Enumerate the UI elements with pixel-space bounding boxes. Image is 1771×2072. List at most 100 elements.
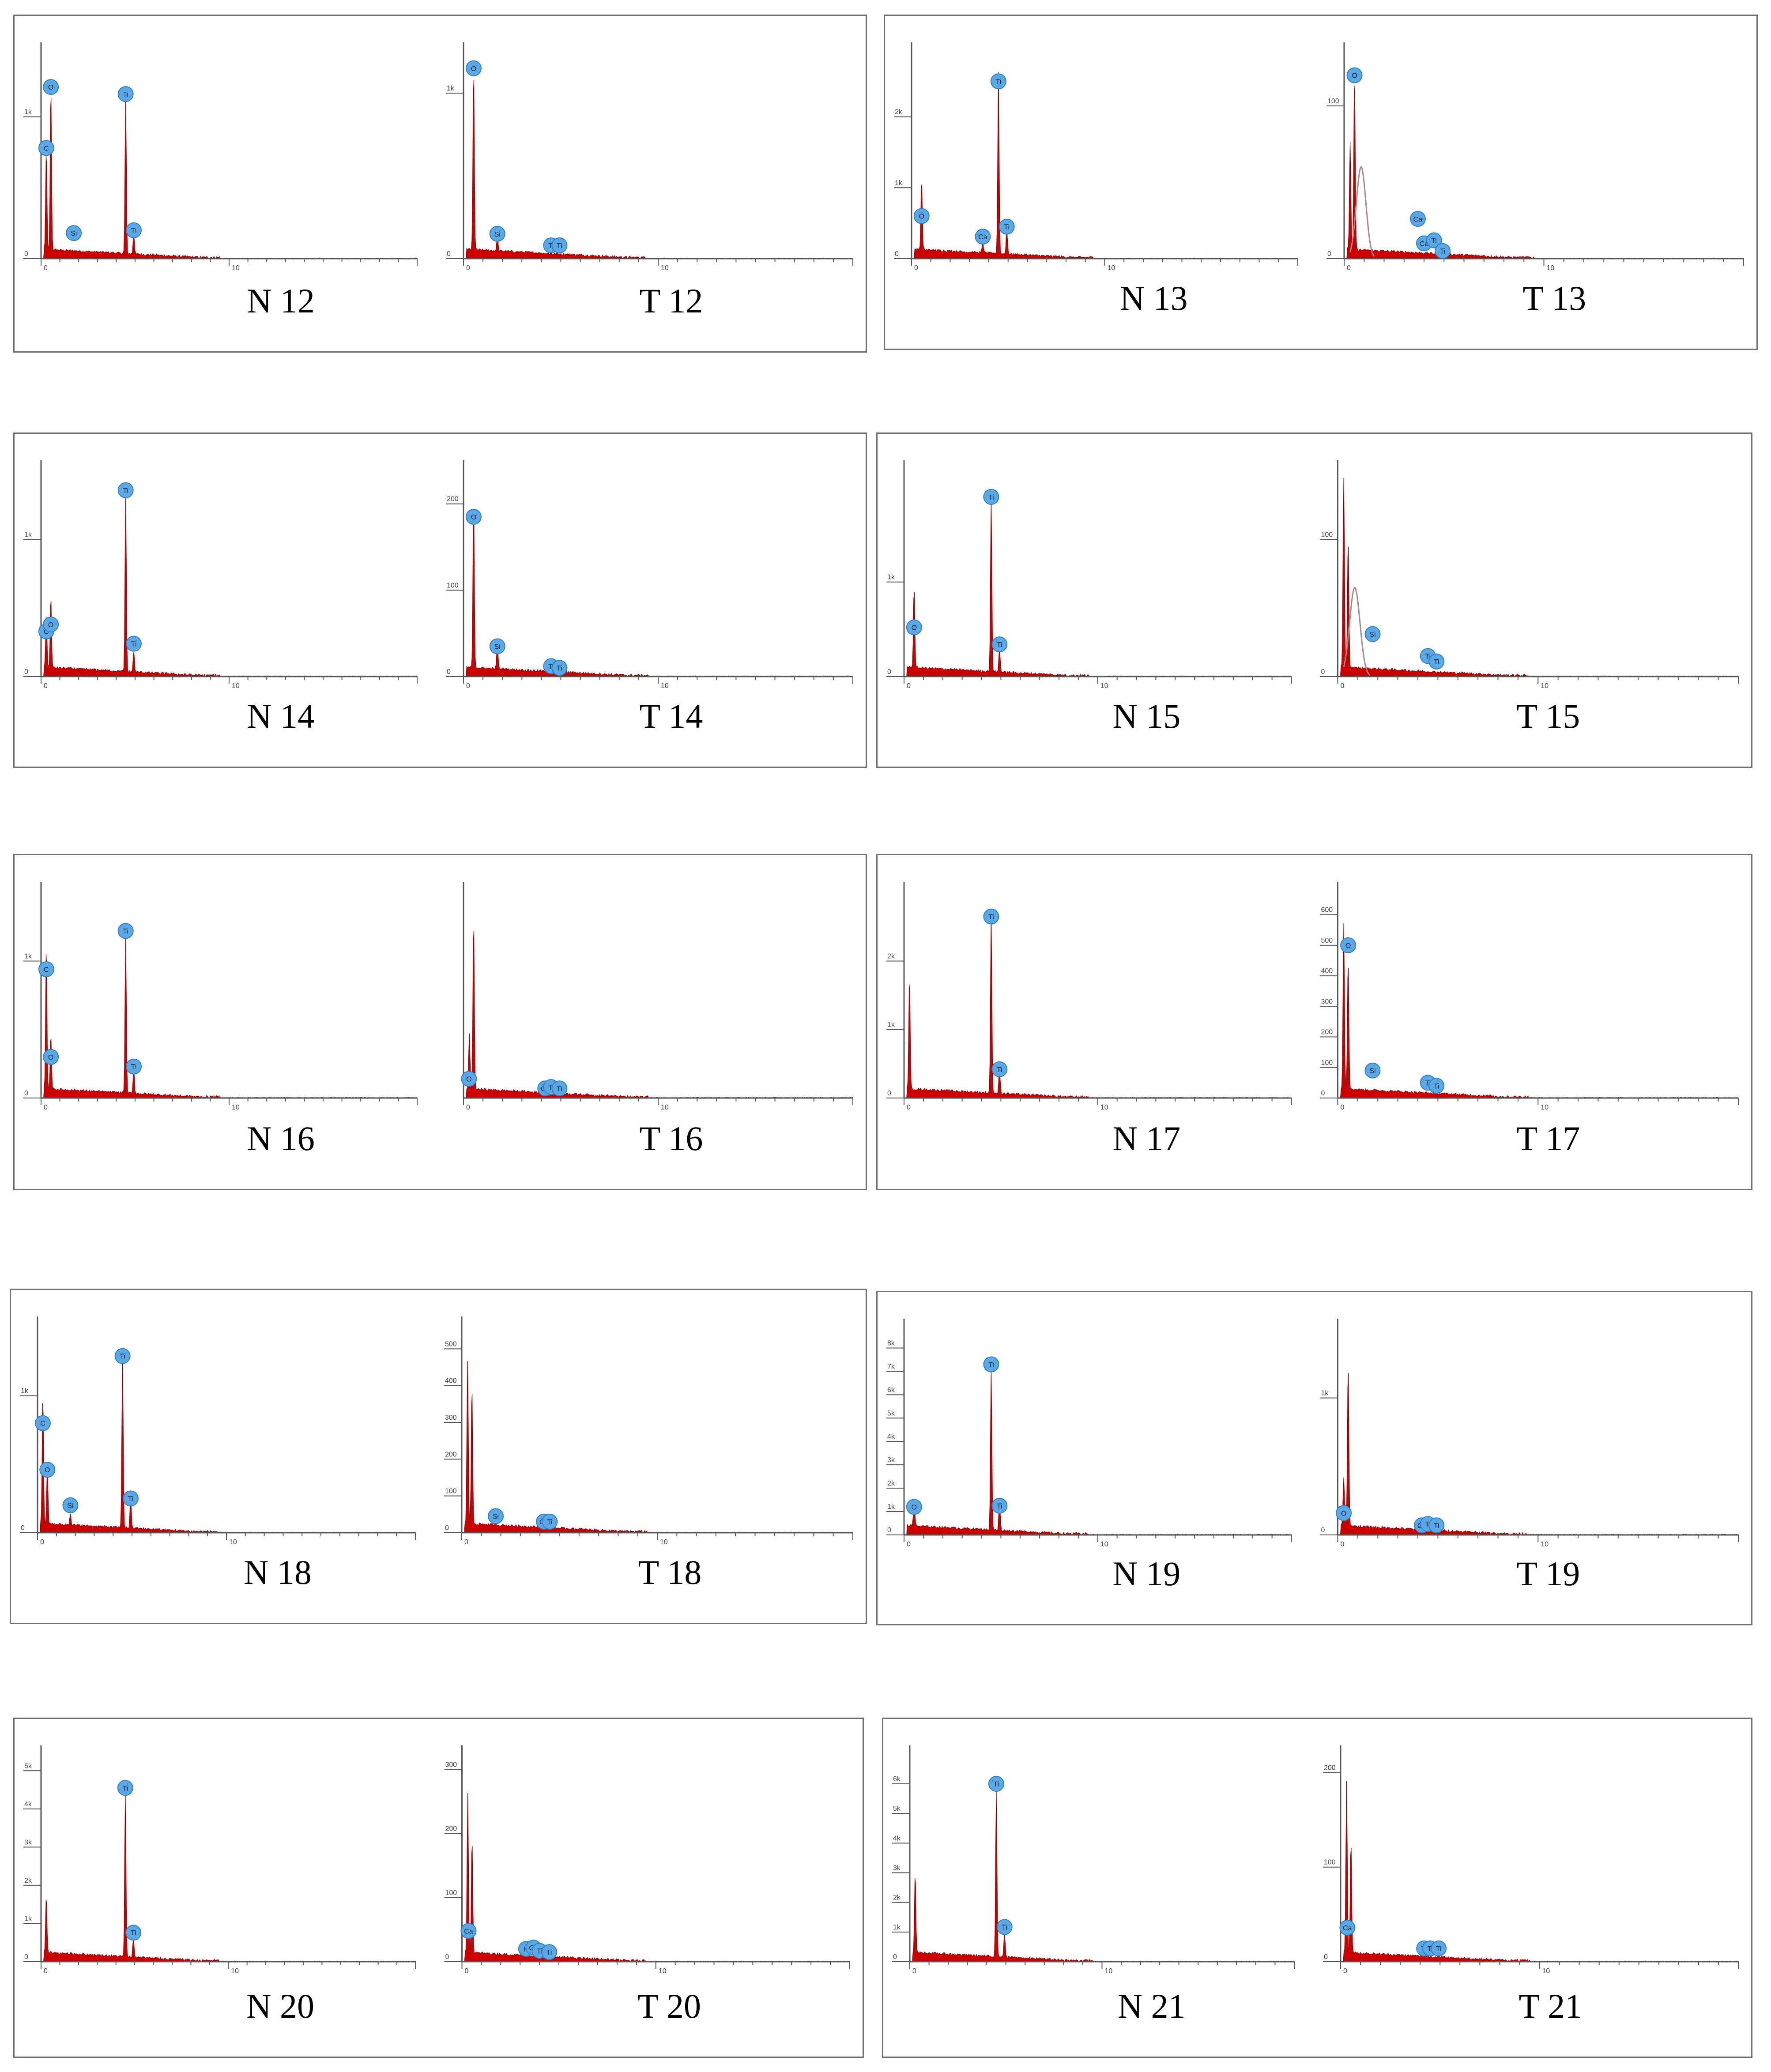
x-tick-label: 10 bbox=[1100, 682, 1108, 690]
element-marker: Ca bbox=[1339, 1919, 1356, 1936]
element-marker: Ti bbox=[126, 1058, 142, 1075]
y-tick-label: 1k bbox=[895, 179, 903, 187]
y-tick-label: 1k bbox=[21, 1388, 29, 1395]
spectrum-area bbox=[904, 1367, 1292, 1535]
element-marker-label: C bbox=[40, 1420, 45, 1428]
element-marker-label: Ti bbox=[123, 928, 128, 935]
panel-box: 01001kCOTiTi010OCaTiTiN 16T 16 bbox=[13, 854, 867, 1190]
x-tick-label: 10 bbox=[232, 1104, 240, 1111]
y-tick-label: 200 bbox=[445, 1451, 457, 1458]
spectrum-area bbox=[1344, 85, 1744, 259]
spectrum-caption: N 12 bbox=[247, 282, 315, 320]
element-marker-circle bbox=[38, 140, 54, 156]
x-tick-label: 10 bbox=[1547, 264, 1555, 272]
element-marker-label: Ti bbox=[123, 91, 128, 98]
y-tick-label: 1k bbox=[1321, 1390, 1329, 1397]
element-marker-label: Ti bbox=[1440, 248, 1446, 256]
element-marker-label: Ti bbox=[996, 78, 1002, 86]
element-marker-circle bbox=[542, 1514, 558, 1530]
element-marker: Ca bbox=[1409, 211, 1426, 227]
element-marker-label: Ti bbox=[546, 1949, 552, 1956]
element-marker-circle bbox=[990, 73, 1006, 90]
spectrum-caption: T 17 bbox=[1516, 1119, 1580, 1158]
spectrum-plot: 0100100200300400500SiCaTi bbox=[444, 1316, 853, 1546]
element-marker-circle bbox=[117, 1780, 133, 1796]
x-tick-label: 0 bbox=[914, 264, 918, 272]
fit-curve bbox=[1349, 166, 1375, 257]
element-marker: Si bbox=[488, 1508, 504, 1524]
element-marker-circle bbox=[126, 636, 142, 652]
element-marker: Ti bbox=[991, 1497, 1008, 1514]
spectrum-caption: N 18 bbox=[244, 1553, 312, 1591]
element-marker-label: O bbox=[919, 213, 924, 221]
element-marker-label: Si bbox=[71, 230, 77, 237]
spectrum-plot: 01001kOCaTiTi bbox=[1320, 1319, 1739, 1548]
spectrum-area bbox=[910, 1790, 1295, 1963]
spectrum-plot: 0100100200300CaKCaTiTi bbox=[444, 1745, 850, 1975]
element-marker-label: Ti bbox=[988, 494, 994, 501]
y-tick-label: 0 bbox=[21, 1524, 25, 1532]
x-tick-label: 0 bbox=[44, 264, 48, 272]
element-marker-label: Ti bbox=[557, 665, 562, 672]
element-marker-label: O bbox=[1341, 1510, 1346, 1517]
element-marker: Ti bbox=[983, 489, 999, 505]
y-tick-label: 0 bbox=[24, 250, 28, 258]
x-tick-label: 10 bbox=[661, 264, 669, 272]
spectrum-plot: 0 10 0 1k 2k 3k 4k 5k 6k 7k 8k O Ti Ti bbox=[886, 1319, 1292, 1548]
spectrum-plot: 0 10 0 1k 2k Ti Ti bbox=[886, 882, 1292, 1111]
element-marker: Ti bbox=[117, 482, 134, 498]
element-marker-circle bbox=[1339, 1919, 1356, 1936]
element-marker: Ti bbox=[125, 1925, 142, 1941]
element-marker-label: Ti bbox=[988, 914, 994, 921]
element-marker: Ti bbox=[999, 218, 1015, 235]
spectrum-area bbox=[463, 510, 853, 677]
spectrum-area bbox=[41, 1794, 416, 1963]
y-tick-label: 0 bbox=[1321, 1090, 1325, 1097]
spectrum-caption: N 16 bbox=[247, 1119, 315, 1158]
y-tick-label: 0 bbox=[24, 1953, 28, 1961]
element-marker-label: Ti bbox=[997, 1066, 1002, 1074]
x-tick-label: 0 bbox=[912, 1967, 916, 1975]
element-marker-circle bbox=[465, 509, 482, 525]
element-marker-circle bbox=[117, 923, 134, 939]
y-tick-label: 0 bbox=[1327, 250, 1331, 258]
element-marker: Ti bbox=[983, 1356, 999, 1373]
y-tick-label: 1k bbox=[887, 574, 895, 581]
element-marker: Ti bbox=[991, 636, 1008, 653]
element-marker-circle bbox=[999, 218, 1015, 235]
element-marker: O bbox=[1340, 937, 1357, 953]
x-tick-label: 10 bbox=[661, 1104, 669, 1111]
element-marker: Si bbox=[66, 225, 82, 241]
y-tick-label: 4k bbox=[887, 1433, 895, 1440]
y-tick-label: 1k bbox=[24, 1915, 32, 1922]
x-tick-label: 0 bbox=[465, 1967, 469, 1975]
element-marker-label: O bbox=[48, 1054, 53, 1061]
element-marker: Ti bbox=[1431, 1940, 1447, 1956]
element-marker-circle bbox=[43, 1049, 59, 1065]
element-marker-circle bbox=[551, 660, 568, 676]
element-marker-label: C bbox=[44, 628, 49, 636]
element-marker: Ti bbox=[990, 73, 1006, 90]
y-tick-label: 0 bbox=[887, 1527, 891, 1534]
element-marker: Ti bbox=[551, 660, 568, 676]
spectrum-area bbox=[462, 1793, 850, 1963]
element-marker-circle bbox=[34, 1415, 51, 1431]
element-marker-label: Ti bbox=[131, 641, 137, 648]
element-marker: Ti bbox=[551, 237, 568, 253]
element-marker: Ti bbox=[126, 636, 142, 652]
x-tick-label: 10 bbox=[232, 264, 240, 272]
spectrum-area bbox=[463, 79, 854, 259]
spectrum-plot: 0 10 0 1k 2k 3k 4k 5k Ti Ti bbox=[23, 1745, 416, 1975]
x-tick-label: 10 bbox=[1105, 1967, 1113, 1975]
element-marker-label: Ti bbox=[1436, 1945, 1442, 1953]
spectrum-area bbox=[38, 1357, 416, 1533]
x-tick-label: 0 bbox=[907, 1541, 911, 1548]
element-marker: O bbox=[461, 1071, 477, 1087]
y-tick-label: 0 bbox=[1321, 1527, 1325, 1534]
y-tick-label: 4k bbox=[24, 1801, 32, 1808]
element-marker-circle bbox=[114, 1348, 131, 1364]
y-tick-label: 4k bbox=[893, 1835, 901, 1842]
